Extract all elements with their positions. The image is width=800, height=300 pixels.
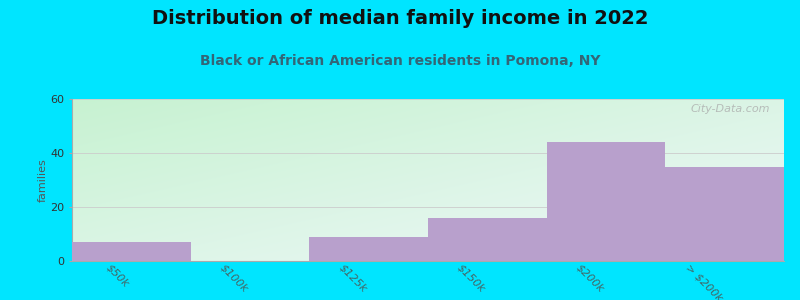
Text: City-Data.com: City-Data.com [690, 104, 770, 114]
Bar [546, 142, 666, 261]
Y-axis label: families: families [38, 158, 47, 202]
Text: Black or African American residents in Pomona, NY: Black or African American residents in P… [200, 54, 600, 68]
Text: Distribution of median family income in 2022: Distribution of median family income in … [152, 9, 648, 28]
Bar [72, 242, 190, 261]
Bar [428, 218, 546, 261]
Bar [666, 167, 784, 261]
Bar [310, 237, 428, 261]
